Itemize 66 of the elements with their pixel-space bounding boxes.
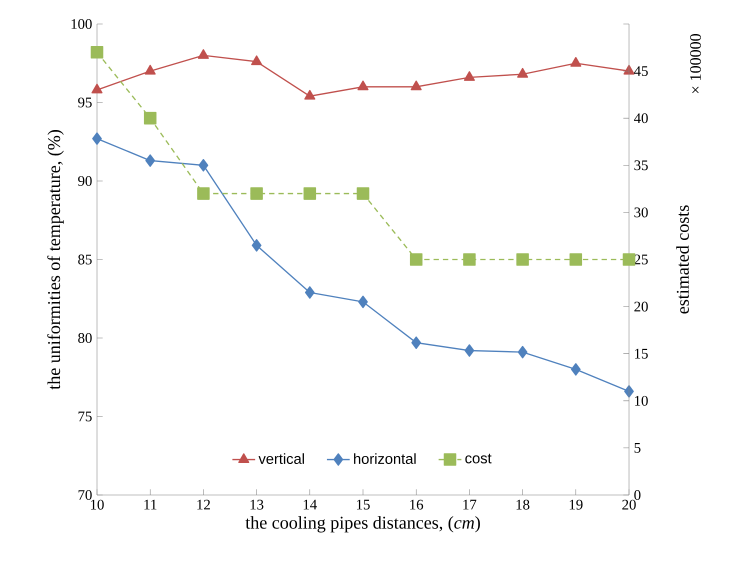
point (357, 80, 369, 90)
x-tick-label: 18 (516, 500, 530, 510)
point (90, 46, 104, 59)
y-tick-label: 70 (78, 490, 92, 500)
y2-tick-label: 20 (634, 302, 648, 312)
point (304, 90, 316, 100)
point (410, 253, 422, 266)
point (304, 286, 315, 299)
y-tick-label: 75 (78, 412, 92, 422)
y2-axis-title: estimated costs (676, 205, 689, 314)
x-tick-label: 16 (410, 500, 424, 510)
y-tick-label: 100 (72, 19, 92, 29)
text: × 100000 (690, 34, 701, 94)
y2-tick-label: 0 (634, 490, 640, 500)
point (516, 253, 529, 266)
y-tick-label: 95 (78, 98, 92, 108)
point (145, 154, 156, 167)
point (517, 68, 528, 78)
legend-label: cost (465, 454, 492, 464)
legend-label: vertical (258, 453, 304, 464)
point (251, 55, 262, 66)
point (304, 187, 316, 200)
x-tick-label: 10 (90, 500, 104, 510)
y2-tick-label: 35 (634, 160, 648, 170)
x-tick-label: 13 (250, 500, 264, 510)
y2-tick-label: 10 (635, 396, 648, 406)
y2-tick-label: 45 (634, 66, 648, 76)
point (570, 363, 581, 376)
point (144, 64, 156, 75)
y-tick-label: 85 (78, 254, 92, 264)
point (91, 84, 103, 94)
x-tick-label: 11 (144, 500, 156, 510)
y2-tick-label: 25 (634, 254, 648, 264)
legend-label: horizontal (354, 453, 416, 464)
x-tick-label: 20 (622, 500, 636, 510)
point (464, 344, 474, 357)
point (518, 346, 528, 358)
point (356, 187, 370, 200)
point (622, 253, 636, 266)
point (144, 112, 156, 124)
point (358, 296, 368, 308)
x-tick-label: 19 (570, 500, 583, 510)
x-axis-title: the cooling pipes distances, (cm) (245, 516, 480, 532)
y-tick-label: 90 (78, 176, 92, 186)
y2-tick-label: 15 (635, 348, 648, 359)
point (463, 253, 476, 266)
point (92, 132, 102, 145)
y-tick-label: 80 (78, 333, 92, 343)
point (198, 49, 209, 59)
x-tick-label: 15 (356, 500, 370, 510)
point (464, 71, 475, 81)
point (252, 239, 262, 252)
y-axis-title: the uniformities of temperature, (%) (47, 130, 64, 390)
point (198, 159, 208, 172)
point (250, 187, 263, 200)
point (410, 80, 422, 90)
y2-tick-label: 5 (634, 443, 640, 453)
point (197, 187, 210, 200)
y2-tick-label: 40 (634, 113, 648, 124)
x-tick-label: 12 (197, 500, 210, 510)
y2-tick-label: 30 (634, 207, 648, 218)
point (570, 253, 582, 266)
point (411, 336, 422, 349)
x-tick-label: 14 (304, 500, 317, 510)
point (570, 56, 582, 67)
x-tick-label: 17 (463, 500, 476, 510)
